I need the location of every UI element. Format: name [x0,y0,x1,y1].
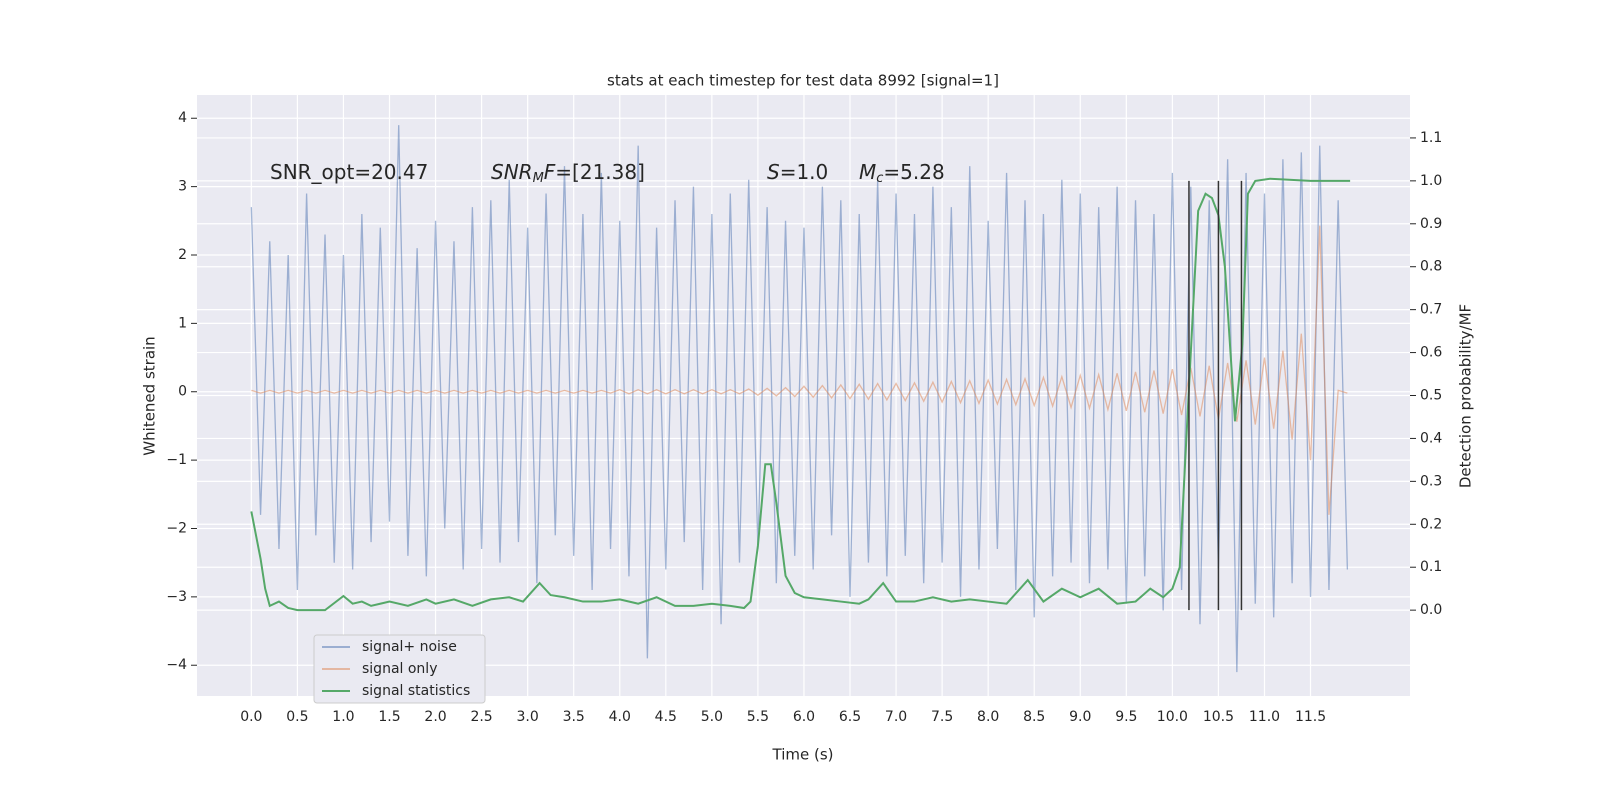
x-tick-label: 9.0 [1069,709,1091,725]
y-tick-label: −2 [166,520,187,536]
x-tick-label: 7.5 [931,709,953,725]
x-tick-label: 5.5 [747,709,769,725]
x-tick-label: 11.5 [1295,709,1326,725]
annotation-part: =1.0 [780,160,829,184]
y-tick-label: 0 [178,384,187,400]
annotation-part: M [859,160,876,184]
y2-tick-label: 0.9 [1420,216,1442,232]
y-tick-label: 3 [178,179,187,195]
x-tick-label: 7.0 [885,709,907,725]
x-tick-label: 3.5 [563,709,585,725]
x-tick-label: 8.0 [977,709,999,725]
annotation-part: c [876,171,883,186]
x-tick-label: 10.0 [1157,709,1188,725]
annotation: S=1.0 [767,160,828,184]
y2-tick-label: 0.8 [1420,259,1442,275]
annotation-part: S [767,160,780,184]
y2-tick-label: 0.0 [1420,602,1442,618]
x-tick-label: 2.5 [470,709,492,725]
y-tick-label: −1 [166,452,187,468]
legend-label: signal+ noise [362,639,457,655]
annotation: SNRMF=[21.38] [491,160,645,186]
legend-label: signal statistics [362,683,470,699]
x-tick-label: 10.5 [1203,709,1234,725]
x-tick-label: 1.5 [378,709,400,725]
annotation: Mc=5.28 [859,160,945,186]
x-tick-label: 6.5 [839,709,861,725]
y2-tick-label: 0.6 [1420,345,1442,361]
x-tick-label: 8.5 [1023,709,1045,725]
x-tick-label: 4.0 [609,709,631,725]
y-tick-label: 4 [178,110,187,126]
x-tick-label: 0.5 [286,709,308,725]
y-tick-label: −3 [166,589,187,605]
legend-box [313,634,486,704]
y2-tick-label: 0.1 [1420,559,1442,575]
annotation-part: =[21.38] [555,160,645,184]
y2-tick-label: 0.5 [1420,388,1442,404]
x-tick-label: 11.0 [1249,709,1280,725]
legend-label: signal only [362,661,437,677]
series-line [250,177,1351,612]
annotation-part: F [544,160,556,184]
annotation-part: =5.28 [883,160,944,184]
y2-tick-label: 1.1 [1420,130,1442,146]
x-tick-label: 2.0 [424,709,446,725]
y2-tick-label: 1.0 [1420,173,1442,189]
annotation-part: SNR_opt=20.47 [270,160,428,184]
annotation-part: SNR [491,160,533,184]
x-tick-label: 4.5 [655,709,677,725]
y2-tick-label: 0.7 [1420,302,1442,318]
x-tick-label: 0.0 [240,709,262,725]
x-tick-label: 5.0 [701,709,723,725]
x-tick-label: 9.5 [1115,709,1137,725]
y2-tick-label: 0.3 [1420,473,1442,489]
series-line [251,225,1348,515]
x-tick-label: 3.0 [517,709,539,725]
x-tick-label: 6.0 [793,709,815,725]
y2-tick-label: 0.4 [1420,430,1442,446]
y-tick-label: 1 [178,315,187,331]
annotation-part: M [533,171,544,186]
y-axis-label: Whitened strain [141,336,159,455]
x-axis-label: Time (s) [772,746,834,764]
y2-tick-label: 0.2 [1420,516,1442,532]
chart-title: stats at each timestep for test data 899… [607,72,999,90]
y2-axis-label: Detection probability/MF [1457,304,1475,488]
annotation: SNR_opt=20.47 [270,160,428,184]
y-tick-label: −4 [166,657,187,673]
x-tick-label: 1.0 [332,709,354,725]
y-tick-label: 2 [178,247,187,263]
